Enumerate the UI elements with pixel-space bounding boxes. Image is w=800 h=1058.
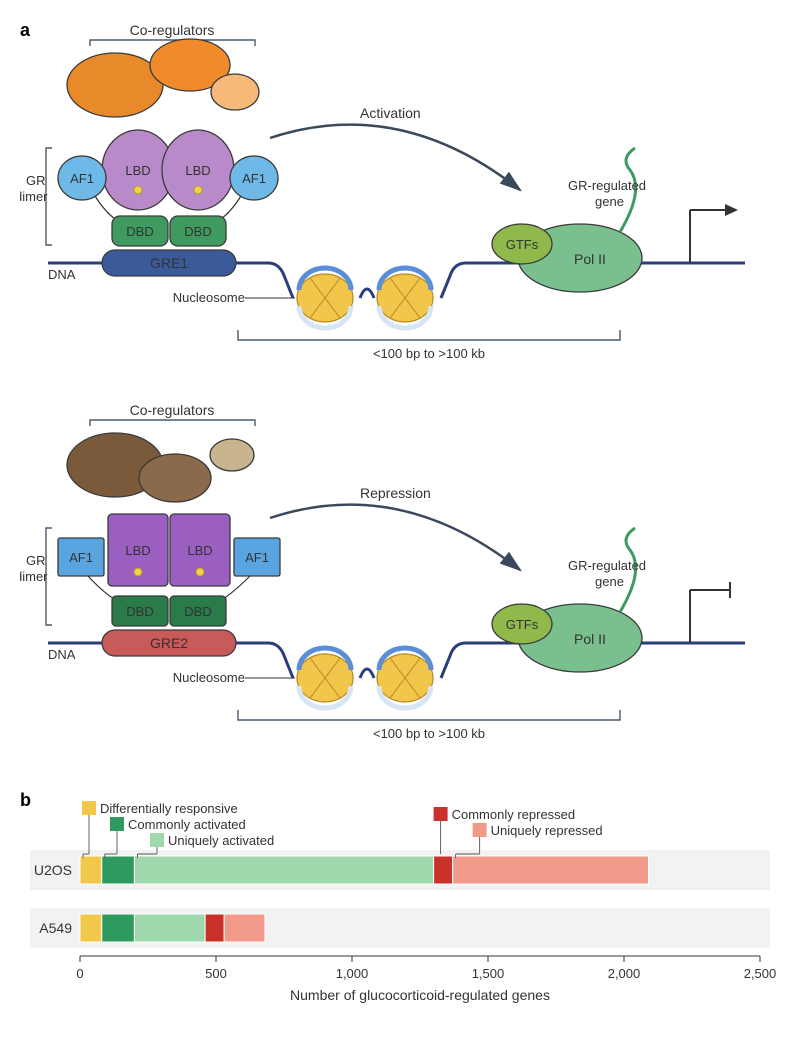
row-label: U2OS bbox=[34, 862, 72, 878]
panel-a-label: a bbox=[20, 20, 30, 41]
bar-seg bbox=[102, 856, 135, 884]
svg-text:DBD: DBD bbox=[184, 224, 211, 239]
svg-text:AF1: AF1 bbox=[242, 171, 266, 186]
svg-text:AF1: AF1 bbox=[69, 550, 93, 565]
legend-label: Uniquely repressed bbox=[491, 823, 603, 838]
repression-diagram: Co-regulators GR dimer LBD LBD AF1 AF1 D… bbox=[20, 402, 745, 741]
row-label: A549 bbox=[39, 920, 72, 936]
svg-text:AF1: AF1 bbox=[245, 550, 269, 565]
svg-text:LBD: LBD bbox=[185, 163, 210, 178]
svg-text:DBD: DBD bbox=[126, 224, 153, 239]
bar-seg bbox=[102, 914, 135, 942]
svg-text:dimer: dimer bbox=[20, 569, 48, 584]
svg-text:Nucleosome: Nucleosome bbox=[173, 670, 245, 685]
bar-seg bbox=[80, 914, 102, 942]
legend-label: Commonly repressed bbox=[452, 807, 576, 822]
svg-text:DBD: DBD bbox=[126, 604, 153, 619]
svg-text:LBD: LBD bbox=[125, 543, 150, 558]
coregulators-label: Co-regulators bbox=[130, 22, 215, 38]
svg-text:2,000: 2,000 bbox=[608, 966, 641, 981]
bar-seg bbox=[205, 914, 224, 942]
legend-label: Differentially responsive bbox=[100, 801, 238, 816]
legend-label: Uniquely activated bbox=[168, 833, 274, 848]
bar-seg bbox=[224, 914, 265, 942]
panel-b-chart: U2OS A549 0 500 1,000 1,500 2,000 2,500 Number o… bbox=[20, 798, 780, 1038]
gr-dimer-label-2: dimer bbox=[20, 189, 48, 204]
svg-text:GTFs: GTFs bbox=[506, 617, 539, 632]
svg-text:2,500: 2,500 bbox=[744, 966, 777, 981]
svg-text:1,000: 1,000 bbox=[336, 966, 369, 981]
gene-label-1: GR-regulated bbox=[568, 178, 646, 193]
bar-seg bbox=[80, 856, 102, 884]
svg-text:DBD: DBD bbox=[184, 604, 211, 619]
activation-diagram: Co-regulators GR dimer LBD LBD AF1 AF1 bbox=[20, 22, 745, 361]
dna-label: DNA bbox=[48, 267, 76, 282]
figure: a Co-regulators GR dimer LBD LBD bbox=[20, 20, 780, 1038]
bar-seg bbox=[453, 856, 649, 884]
svg-text:GR-regulated: GR-regulated bbox=[568, 558, 646, 573]
svg-text:Nucleosome: Nucleosome bbox=[173, 290, 245, 305]
svg-text:GTFs: GTFs bbox=[506, 237, 539, 252]
svg-text:gene: gene bbox=[595, 574, 624, 589]
legend-swatch bbox=[82, 801, 96, 815]
gr-dimer-label-1: GR bbox=[26, 173, 46, 188]
panel-a-diagram: Co-regulators GR dimer LBD LBD AF1 AF1 bbox=[20, 20, 780, 780]
legend-swatch bbox=[434, 807, 448, 821]
x-axis-label: Number of glucocorticoid-regulated genes bbox=[290, 987, 550, 1003]
svg-text:AF1: AF1 bbox=[70, 171, 94, 186]
gene-label-2: gene bbox=[595, 194, 624, 209]
bar-seg bbox=[134, 914, 205, 942]
svg-text:LBD: LBD bbox=[125, 163, 150, 178]
svg-text:Repression: Repression bbox=[360, 485, 431, 501]
svg-text:GRE2: GRE2 bbox=[150, 635, 188, 651]
svg-text:GRE1: GRE1 bbox=[150, 255, 188, 271]
svg-text:GR: GR bbox=[26, 553, 46, 568]
legend-swatch bbox=[473, 823, 487, 837]
svg-text:500: 500 bbox=[205, 966, 227, 981]
svg-text:<100 bp to >100 kb: <100 bp to >100 kb bbox=[373, 346, 485, 361]
svg-text:Pol II: Pol II bbox=[574, 251, 606, 267]
svg-text:<100 bp to >100 kb: <100 bp to >100 kb bbox=[373, 726, 485, 741]
svg-text:1,500: 1,500 bbox=[472, 966, 505, 981]
svg-text:0: 0 bbox=[76, 966, 83, 981]
legend-swatch bbox=[110, 817, 124, 831]
svg-text:Co-regulators: Co-regulators bbox=[130, 402, 215, 418]
svg-text:DNA: DNA bbox=[48, 647, 76, 662]
svg-text:Pol II: Pol II bbox=[574, 631, 606, 647]
svg-text:Activation: Activation bbox=[360, 105, 421, 121]
bar-seg bbox=[134, 856, 433, 884]
svg-text:LBD: LBD bbox=[187, 543, 212, 558]
legend-swatch bbox=[150, 833, 164, 847]
bar-seg bbox=[434, 856, 453, 884]
legend-label: Commonly activated bbox=[128, 817, 246, 832]
